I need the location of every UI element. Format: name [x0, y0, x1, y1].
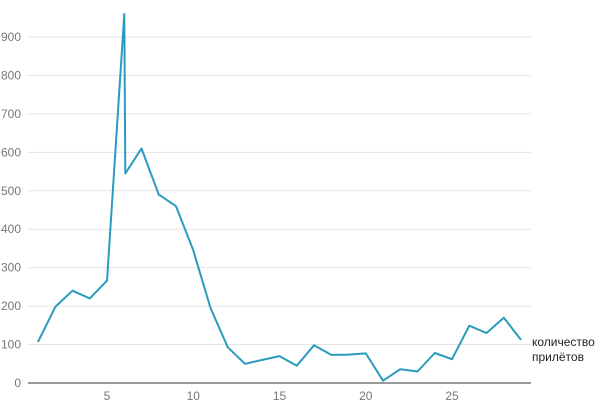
x-tick-label: 15 [273, 389, 287, 403]
y-tick-label: 600 [1, 145, 21, 159]
y-tick-labels: 0 100 200 300 400 500 600 700 800 900 [1, 30, 21, 390]
y-tick-label: 900 [1, 30, 21, 44]
gridlines [28, 36, 531, 346]
y-tick-label: 700 [1, 107, 21, 121]
x-tick-label: 20 [359, 389, 373, 403]
x-tick-label: 5 [104, 389, 111, 403]
y-tick-label: 100 [1, 338, 21, 352]
y-tick-label: 500 [1, 184, 21, 198]
y-tick-label: 0 [14, 376, 21, 390]
y-tick-label: 300 [1, 261, 21, 275]
legend-label-line2: прилётов [532, 350, 584, 364]
y-tick-label: 800 [1, 68, 21, 82]
x-tick-label: 10 [187, 389, 201, 403]
x-tick-label: 25 [445, 389, 459, 403]
y-tick-label: 200 [1, 299, 21, 313]
legend-label-line1: количество [532, 335, 595, 349]
x-tick-labels: 5 10 15 20 25 [104, 389, 459, 403]
series-line [37, 13, 522, 382]
legend: количество прилётов [532, 335, 595, 364]
y-tick-label: 400 [1, 222, 21, 236]
